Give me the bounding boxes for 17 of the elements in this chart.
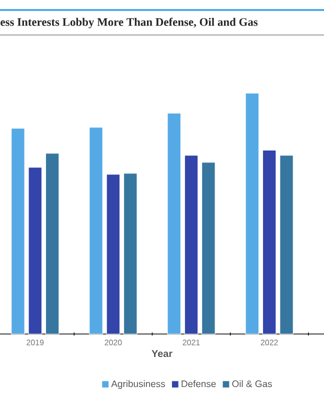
legend-label: Defense <box>182 380 216 388</box>
legend-label: Agribusiness <box>111 380 165 390</box>
bar <box>262 150 276 334</box>
bar <box>280 155 294 334</box>
bar <box>11 128 25 334</box>
bar <box>123 173 138 334</box>
bar <box>202 162 216 334</box>
x-axis-title: Year <box>152 350 172 358</box>
bar <box>184 155 198 334</box>
legend-label: Oil & Gas <box>232 380 272 388</box>
bar <box>45 153 60 334</box>
bar <box>89 127 103 334</box>
bar <box>106 174 120 334</box>
chart-title: ess Interests Lobby More Than Defense, Oil and Gas <box>0 18 258 28</box>
bar <box>28 167 42 334</box>
bar <box>245 92 260 334</box>
bar <box>167 112 182 334</box>
